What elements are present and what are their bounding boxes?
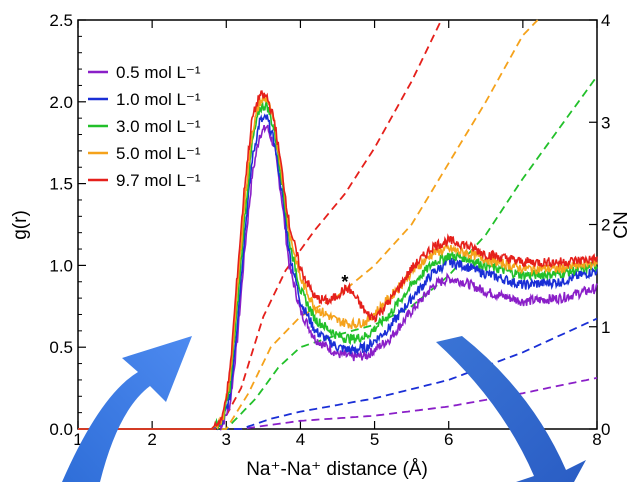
y-tick-right-label: 3 <box>601 113 610 132</box>
gr-series-line <box>78 90 598 430</box>
peak-annotation: * <box>341 272 348 292</box>
cn-series-line <box>78 75 598 430</box>
legend-label: 1.0 mol L⁻¹ <box>116 90 201 109</box>
arrow-down-icon <box>436 336 586 482</box>
y-tick-label: 0.0 <box>49 420 73 439</box>
cn-series-line <box>78 317 598 430</box>
x-tick-label: 2 <box>147 430 156 449</box>
cn-series-line <box>78 19 539 430</box>
y-axis-right-label: CN <box>611 211 632 238</box>
y-tick-right-label: 4 <box>601 11 610 30</box>
legend-label: 3.0 mol L⁻¹ <box>116 117 201 136</box>
y-tick-label: 0.5 <box>49 338 73 357</box>
legend-label: 0.5 mol L⁻¹ <box>116 63 201 82</box>
x-tick-label: 8 <box>592 430 601 449</box>
y-tick-label: 1.5 <box>49 175 73 194</box>
gr-layer <box>78 90 598 432</box>
arrow-up-icon <box>62 336 192 482</box>
x-tick-label: 1 <box>73 430 82 449</box>
x-axis-label: Na⁺-Na⁺ distance (Å) <box>246 459 428 480</box>
y-tick-label: 2.5 <box>49 11 73 30</box>
y-tick-label: 1.0 <box>49 256 73 275</box>
legend: 0.5 mol L⁻¹ 1.0 mol L⁻¹ 3.0 mol L⁻¹ 5.0 mol… <box>88 63 201 190</box>
y-axis-label: g(r) <box>10 210 31 240</box>
x-tick-label: 4 <box>296 430 305 449</box>
x-tick-label: 6 <box>444 430 453 449</box>
legend-label: 9.7 mol L⁻¹ <box>116 171 201 190</box>
x-tick-label: 5 <box>370 430 379 449</box>
y-tick-right-label: 2 <box>601 216 610 235</box>
legend-label: 5.0 mol L⁻¹ <box>116 144 201 163</box>
y-tick-label: 2.0 <box>49 93 73 112</box>
cn-series-line <box>78 19 443 430</box>
y-tick-right-label: 1 <box>601 318 610 337</box>
y-tick-right-label: 0 <box>601 420 610 439</box>
x-tick-label: 3 <box>222 430 231 449</box>
